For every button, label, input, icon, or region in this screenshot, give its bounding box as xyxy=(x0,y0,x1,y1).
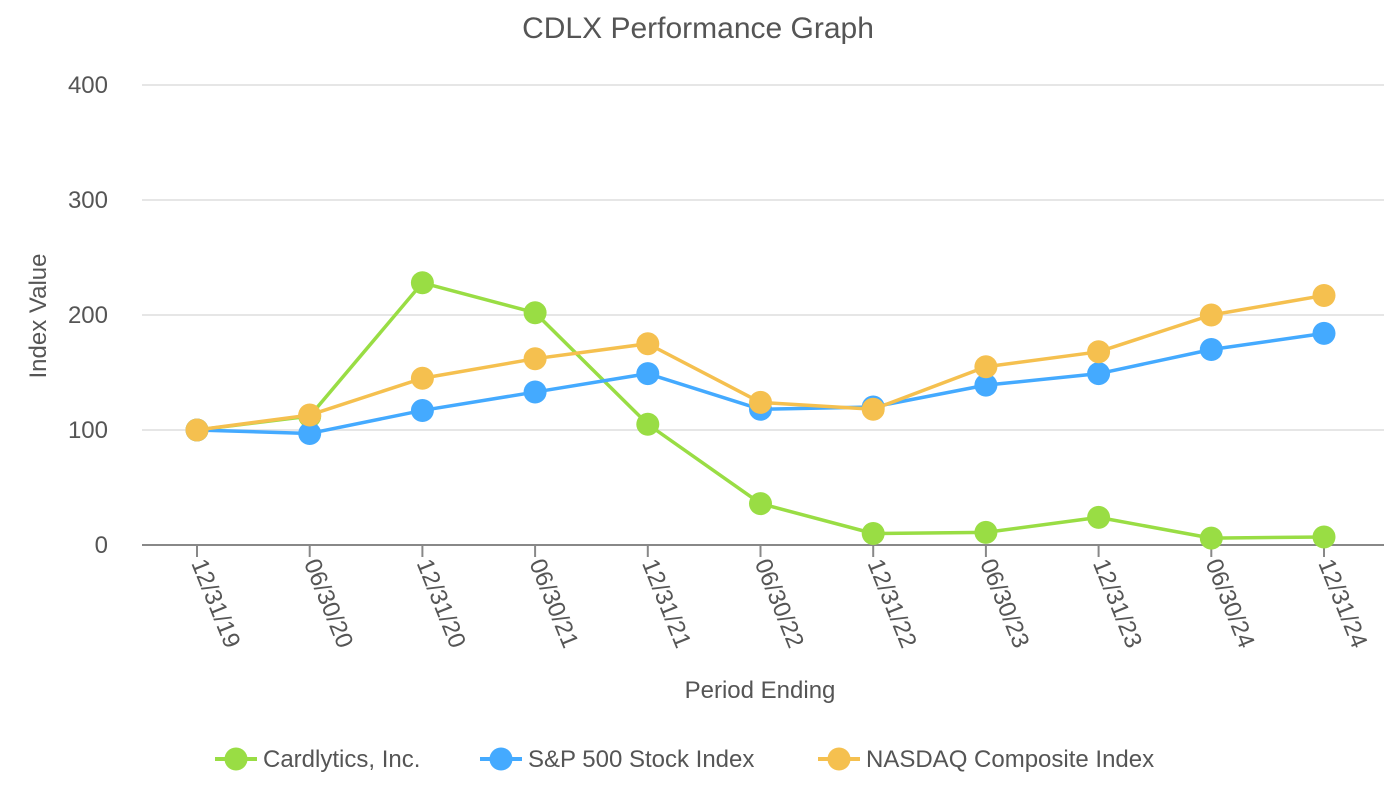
data-point xyxy=(636,412,660,436)
legend-marker xyxy=(224,747,248,771)
data-point xyxy=(1199,338,1223,361)
legend-label: S&P 500 Stock Index xyxy=(528,746,754,773)
series-2 xyxy=(185,283,1336,442)
data-point xyxy=(636,362,660,386)
x-tick-label: 06/30/20 xyxy=(298,555,358,652)
data-point xyxy=(974,373,998,397)
series-1 xyxy=(185,321,1336,445)
y-axis-label: Index Value xyxy=(25,254,52,379)
data-point xyxy=(974,520,998,544)
legend-item-2: NASDAQ Composite Index xyxy=(818,746,1154,773)
y-tick-label: 200 xyxy=(68,302,108,329)
y-tick-label: 400 xyxy=(68,72,108,99)
data-point xyxy=(1312,283,1336,307)
x-tick-label: 12/31/20 xyxy=(411,555,471,652)
data-point xyxy=(861,522,885,545)
x-tick-label: 06/30/23 xyxy=(974,555,1034,652)
data-point xyxy=(298,421,322,445)
data-point xyxy=(1087,340,1111,364)
x-tick-label: 06/30/21 xyxy=(524,555,584,652)
data-point xyxy=(523,301,547,325)
x-axis-label: Period Ending xyxy=(685,677,836,704)
y-tick-label: 100 xyxy=(68,417,108,444)
y-tick-label: 300 xyxy=(68,187,108,214)
data-point xyxy=(298,403,322,427)
x-tick-label: 12/31/21 xyxy=(636,555,696,652)
x-tick-label: 12/31/23 xyxy=(1087,555,1147,652)
data-point xyxy=(974,355,998,379)
x-tick-label: 06/30/24 xyxy=(1200,555,1260,652)
data-point xyxy=(749,492,772,516)
legend-item-1: S&P 500 Stock Index xyxy=(480,746,754,773)
data-point xyxy=(410,366,434,390)
data-point xyxy=(185,418,209,442)
data-point xyxy=(1312,525,1336,549)
legend-item-0: Cardlytics, Inc. xyxy=(215,746,420,773)
data-point xyxy=(1199,303,1223,327)
data-point xyxy=(410,398,434,422)
data-point xyxy=(410,271,434,295)
data-point xyxy=(1087,505,1111,529)
data-point xyxy=(1087,362,1111,386)
y-tick-label: 0 xyxy=(95,532,108,559)
data-point xyxy=(749,390,772,414)
data-point xyxy=(861,397,885,421)
legend-label: NASDAQ Composite Index xyxy=(866,746,1154,773)
chart-title: CDLX Performance Graph xyxy=(522,12,874,45)
legend-marker xyxy=(489,747,513,771)
x-tick-label: 12/31/22 xyxy=(862,555,922,652)
legend-label: Cardlytics, Inc. xyxy=(263,746,420,773)
x-tick-label: 12/31/24 xyxy=(1312,555,1372,652)
data-point xyxy=(1199,526,1223,550)
data-point xyxy=(636,332,660,356)
data-point xyxy=(523,347,547,371)
x-tick-label: 12/31/19 xyxy=(185,555,245,652)
legend-marker xyxy=(827,747,851,771)
data-point xyxy=(1312,321,1336,345)
data-point xyxy=(523,380,547,404)
x-tick-label: 06/30/22 xyxy=(749,555,809,652)
